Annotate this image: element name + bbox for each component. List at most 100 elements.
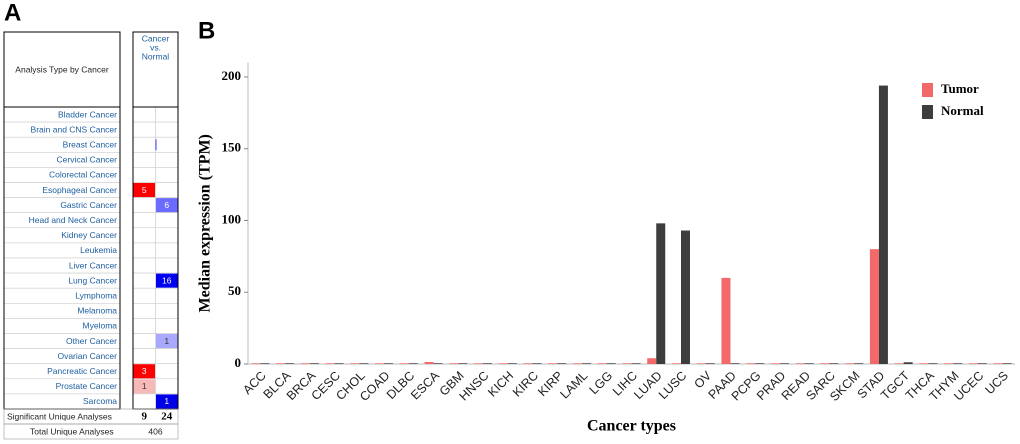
cancer-name: Ovarian Cancer (57, 351, 117, 361)
summary-label: Total Unique Analyses (30, 426, 114, 436)
cancer-name: Other Cancer (66, 336, 117, 346)
value-cell (156, 334, 178, 349)
bar (300, 363, 310, 364)
bar (953, 363, 963, 364)
bar (597, 363, 607, 364)
bar (804, 363, 814, 364)
bar (730, 363, 740, 364)
bar (433, 363, 443, 364)
cell (155, 152, 179, 168)
cell (155, 378, 179, 395)
cell (132, 167, 156, 183)
bar (399, 363, 409, 364)
bar (820, 363, 830, 364)
cell (155, 287, 179, 304)
cell (132, 302, 156, 319)
x-tick-label: UCS (983, 369, 1012, 398)
x-tick-label: LGG (587, 369, 616, 398)
cell (155, 363, 179, 380)
cell (132, 212, 156, 229)
bar (449, 363, 459, 364)
cancer-name: Sarcoma (83, 396, 117, 406)
bar (721, 277, 731, 364)
cell (132, 272, 156, 289)
bar (944, 363, 954, 364)
x-tick-label: LAML (557, 369, 590, 402)
cancer-name: Breast Cancer (63, 140, 117, 150)
cell (132, 348, 156, 365)
bar (903, 362, 913, 364)
cancer-name: Pancreatic Cancer (47, 366, 117, 376)
bar (557, 363, 567, 364)
cancer-name: Esophageal Cancer (42, 185, 117, 195)
cancer-name: Colorectal Cancer (49, 170, 117, 180)
y-tick-label: 0 (235, 355, 242, 370)
cancer-name: Prostate Cancer (56, 381, 118, 391)
bar (1002, 363, 1012, 364)
x-tick-label: KICH (485, 369, 516, 400)
cell (132, 197, 156, 214)
bar (795, 363, 805, 364)
column-header: Cancer (142, 33, 170, 43)
bar (622, 363, 632, 364)
cell (155, 136, 179, 153)
bar (285, 363, 295, 364)
cancer-name: Melanoma (77, 306, 117, 316)
bar (631, 363, 641, 364)
cell (155, 242, 179, 259)
x-tick-label: LUSC (656, 369, 689, 402)
bar (977, 363, 987, 364)
cell-value: 16 (162, 275, 172, 285)
bar (350, 363, 360, 364)
cell (155, 106, 179, 123)
y-axis-title: Median expression (TPM) (197, 134, 214, 312)
bar (260, 363, 270, 364)
cell (155, 182, 179, 198)
value-cell (133, 379, 155, 394)
bar (334, 363, 344, 364)
cancer-name: Head and Neck Cancer (29, 215, 118, 225)
cell (155, 121, 179, 138)
bar (384, 363, 394, 364)
y-tick-label: 150 (222, 140, 242, 155)
column-header: vs. (150, 42, 161, 52)
column-header: Normal (142, 51, 170, 61)
bar (656, 223, 666, 364)
bar (647, 358, 657, 364)
cell (155, 302, 179, 319)
cancer-name: Gastric Cancer (60, 200, 117, 210)
cell-value: 5 (142, 185, 147, 195)
bar (408, 363, 418, 364)
bar (276, 363, 286, 364)
bar (573, 363, 583, 364)
y-tick-label: 200 (222, 68, 242, 83)
x-tick-label: KIRC (510, 369, 541, 400)
summary-value: 9 (142, 411, 148, 423)
cell-value: 1 (164, 396, 169, 406)
cell (132, 393, 156, 410)
bar (894, 363, 904, 364)
bar (779, 363, 789, 364)
bar (606, 363, 616, 364)
bar (548, 363, 558, 364)
bar (993, 363, 1003, 364)
cell (155, 257, 179, 274)
cell (155, 348, 179, 365)
cancer-name: Lung Cancer (68, 275, 117, 285)
cell (132, 227, 156, 244)
cell (132, 152, 156, 168)
value-cell (156, 198, 178, 213)
cancer-name: Lymphoma (75, 291, 117, 301)
bar (770, 363, 780, 364)
bar (375, 363, 385, 364)
bar (845, 363, 855, 364)
cancer-name: Leukemia (80, 245, 117, 255)
cell (132, 257, 156, 274)
bar (919, 363, 929, 364)
summary-row (3, 423, 179, 440)
bar (474, 363, 484, 364)
bar (671, 363, 681, 364)
cancer-name: Cervical Cancer (57, 155, 118, 165)
cell (132, 318, 156, 334)
